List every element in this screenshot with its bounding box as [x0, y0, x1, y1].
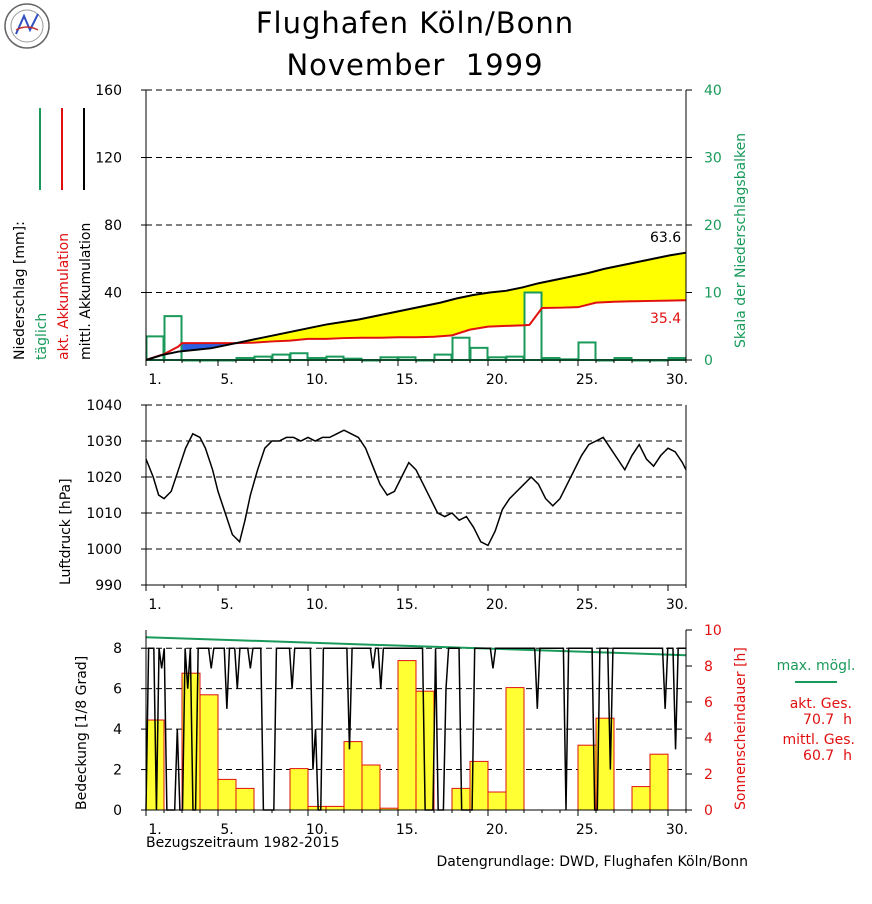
sunshine-bar	[505, 687, 525, 811]
pressure-line	[145, 429, 687, 547]
sunshine-bar	[397, 660, 417, 811]
daily-precip-bar	[505, 355, 525, 361]
x-tick-label: 5.	[220, 372, 233, 388]
y2-tick-label: 10	[704, 623, 722, 639]
y-tick-label: 80	[104, 218, 122, 234]
x-tick-label: 15.	[396, 822, 418, 838]
precipitation-panel: 1. 5. 10. 15. 20. 25. 30. 40 80 120 160 0 10 20 30 40	[95, 83, 722, 388]
legend-mean-label: mittl. Akkumulation	[78, 223, 94, 360]
x-tick-label: 1.	[148, 372, 161, 388]
y-tick-label: 990	[95, 578, 122, 594]
y2-tick-label: 2	[704, 767, 713, 783]
y-tick-label: 1010	[86, 506, 122, 522]
x-tick-label: 30.	[666, 822, 688, 838]
y2-tick-label: 10	[704, 286, 722, 302]
x-tick-label: 5.	[220, 597, 233, 613]
daily-precip-bar	[253, 355, 273, 361]
y-tick-label: 40	[104, 286, 122, 302]
reference-period: Bezugszeitraum 1982-2015	[146, 835, 340, 851]
max-possible-line	[145, 636, 687, 657]
y-tick-label: 2	[113, 763, 122, 779]
x-tick-label: 1.	[148, 597, 161, 613]
y2-tick-label: 0	[704, 353, 713, 369]
sunshine-bar	[289, 768, 309, 811]
y2-tick-label: 30	[704, 151, 722, 167]
daily-precip-bar	[451, 336, 471, 362]
y2-tick-label: 8	[704, 659, 713, 675]
y-tick-label: 6	[113, 682, 122, 698]
x-tick-label: 25.	[576, 822, 598, 838]
data-source: Datengrundlage: DWD, Flughafen Köln/Bonn	[436, 854, 748, 870]
sunshine-bar	[487, 791, 507, 811]
logo-seal-icon	[4, 3, 50, 49]
daily-precip-bar	[271, 353, 291, 362]
x-tick-label: 10.	[306, 372, 328, 388]
sunshine-bar	[235, 787, 255, 811]
sunshine-bar	[199, 694, 219, 811]
y-tick-label: 160	[95, 83, 122, 99]
x-tick-label: 30.	[666, 372, 688, 388]
precip-y2label: Skala der Niederschlagsbalken	[733, 133, 749, 348]
y-tick-label: 8	[113, 641, 122, 657]
mean-total-sun-value: 60.7 h	[803, 748, 852, 764]
x-tick-label: 15.	[396, 372, 418, 388]
actual-total-label: 35.4	[650, 311, 681, 327]
y-tick-label: 1040	[86, 398, 122, 414]
x-tick-label: 25.	[576, 372, 598, 388]
sunshine-bar	[343, 741, 363, 811]
x-tick-label: 25.	[576, 597, 598, 613]
y2-tick-label: 4	[704, 731, 713, 747]
precip-ylabel: Niederschlag [mm]:	[12, 221, 28, 360]
y2-tick-label: 40	[704, 83, 722, 99]
y2-tick-label: 0	[704, 803, 713, 819]
x-tick-label: 20.	[486, 822, 508, 838]
y2-tick-label: 20	[704, 218, 722, 234]
x-tick-label: 20.	[486, 372, 508, 388]
chart-title: Flughafen Köln/Bonn	[256, 6, 574, 40]
y-tick-label: 0	[113, 803, 122, 819]
x-tick-label: 30.	[666, 597, 688, 613]
chart-subtitle: November 1999	[286, 48, 543, 82]
y-tick-label: 1000	[86, 542, 122, 558]
sunshine-bar	[361, 764, 381, 811]
x-tick-label: 5.	[220, 822, 233, 838]
y-tick-label: 4	[113, 722, 122, 738]
x-tick-label: 10.	[306, 822, 328, 838]
daily-precip-bar	[433, 353, 453, 362]
y-tick-label: 120	[95, 151, 122, 167]
x-tick-label: 10.	[306, 597, 328, 613]
cloud-ylabel: Bedeckung [1/8 Grad]	[74, 656, 90, 810]
x-tick-label: 20.	[486, 597, 508, 613]
x-tick-label: 15.	[396, 597, 418, 613]
daily-precip-bar	[469, 346, 489, 362]
cloud-sun-panel: 1. 5. 10. 15. 20. 25. 30. 0 2 4 6 8 0 2 4 6 8 10	[113, 623, 722, 838]
y2-tick-label: 6	[704, 695, 713, 711]
sunshine-bar	[307, 805, 327, 811]
sunshine-bar	[649, 753, 669, 811]
mean-accum-line	[145, 251, 687, 361]
precip-legend: Niederschlag [mm]: täglich akt. Akkumula…	[12, 108, 94, 360]
mean-total-label: 63.6	[650, 230, 681, 246]
sunshine-ylabel: Sonnenscheindauer [h]	[733, 647, 749, 810]
sunshine-bar	[325, 805, 345, 811]
daily-precip-bar	[289, 352, 309, 361]
y-tick-label: 1030	[86, 434, 122, 450]
pressure-panel: 1. 5. 10. 15. 20. 25. 30. 990 1000 1010 1020 1030 10…	[86, 398, 688, 613]
actual-total-sun-label: akt. Ges.	[790, 696, 852, 712]
sunshine-legend: max. mögl. akt. Ges. 70.7 h mittl. Ges. …	[777, 658, 856, 764]
actual-total-sun-value: 70.7 h	[803, 712, 852, 728]
max-possible-label: max. mögl.	[777, 658, 856, 674]
sunshine-bar	[217, 778, 237, 811]
daily-precip-bar	[577, 341, 597, 362]
legend-daily-label: täglich	[34, 313, 50, 360]
x-tick-label: 1.	[148, 822, 161, 838]
daily-precip-bar	[325, 355, 345, 361]
sunshine-bar	[631, 786, 651, 811]
mean-total-sun-label: mittl. Ges.	[782, 732, 855, 748]
legend-actual-label: akt. Akkumulation	[56, 233, 72, 360]
pressure-ylabel: Luftdruck [hPa]	[58, 478, 74, 585]
y-tick-label: 1020	[86, 470, 122, 486]
daily-precip-bar	[523, 291, 543, 361]
